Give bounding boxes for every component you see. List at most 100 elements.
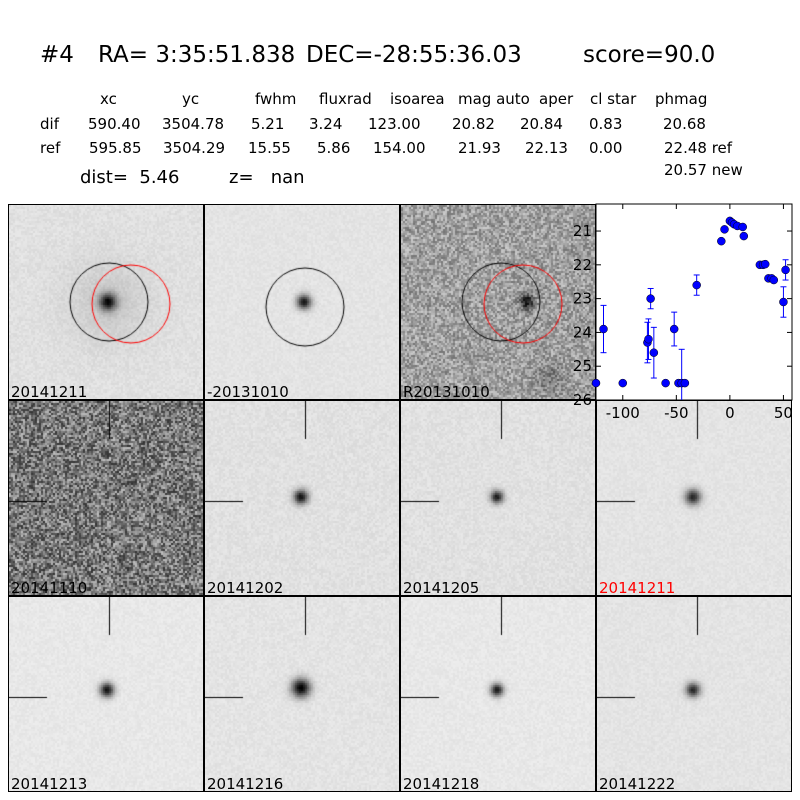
data-point [649,348,659,357]
stamp-image [597,401,791,595]
x-tick-label: 50 [774,404,793,422]
y-tick-label: 26 [573,391,592,409]
column-header: cl star [590,90,637,108]
data-point [646,294,655,303]
table-cell: 3504.29 [163,139,226,157]
data-point [692,280,701,290]
stamp-image [205,205,399,399]
table-cell: 3504.78 [162,115,225,133]
image-stamp: 20141205 [400,400,596,596]
image-stamp: -20131010 [204,204,400,400]
image-stamp: 20141222 [596,596,792,792]
column-header: isoarea [390,90,445,108]
y-tick-label: 23 [573,290,592,308]
table-cell: 15.55 [248,139,291,157]
data-point [779,297,788,307]
table-cell: 20.84 [520,115,563,133]
column-header: aper [539,90,574,108]
image-stamp: 20141211 [596,400,792,596]
candidate-id: #4 [40,42,74,68]
stamp-date-label: 20141205 [403,579,480,596]
row-label: ref [40,139,61,157]
table-cell: 3.24 [309,115,343,133]
column-header: mag auto [458,90,530,108]
table-cell: 20.68 [663,115,706,133]
table-cell: 0.83 [589,115,623,133]
image-stamp: 20141213 [8,596,204,792]
data-point [599,324,608,334]
z-value: z= nan [229,167,305,188]
stamp-image [401,597,595,791]
data-point [591,378,601,388]
image-stamp: 20141218 [400,596,596,792]
stamp-image [401,205,595,399]
column-header: fwhm [255,90,297,108]
stamp-date-label: 20141213 [11,775,88,792]
score-value: score=90.0 [583,42,716,68]
data-point [769,275,779,285]
stamp-date-label: 20141211 [11,383,88,400]
data-point [738,222,747,232]
x-tick-label: -50 [664,404,689,422]
table-cell: 22.48 ref [664,139,733,157]
y-tick-label: 24 [573,323,592,341]
table-cell: 0.00 [589,139,623,157]
table-cell: 590.40 [88,115,141,133]
table-cell: 21.93 [458,139,501,157]
stamp-date-label: 20141216 [207,775,284,792]
stamp-date-label: 20141202 [207,579,284,596]
image-stamp: R20131010 [400,204,596,400]
data-point [618,378,628,388]
image-stamp: 20141216 [204,596,400,792]
image-stamp: 20141110 [8,400,204,596]
x-tick-label: 0 [725,404,735,422]
stamp-image [205,597,399,791]
row-label: dif [40,115,59,133]
y-tick-label: 22 [573,256,592,274]
dist-value: dist= 5.46 [80,167,180,188]
column-header: yc [182,90,200,108]
dec-value: DEC=-28:55:36.03 [306,42,522,68]
data-point [669,324,679,334]
table-cell: 154.00 [373,139,426,157]
stamp-date-label: R20131010 [403,383,490,400]
data-point [680,378,690,388]
data-point [661,378,670,388]
y-tick-label: 21 [573,222,592,240]
phmag-new: 20.57 new [664,161,743,179]
column-header: xc [100,90,117,108]
column-header: fluxrad [319,90,372,108]
y-tick-label: 25 [573,357,592,375]
stamp-image [9,401,203,595]
data-point [720,225,729,234]
stamp-image [9,205,203,399]
image-stamp: 20141202 [204,400,400,596]
data-point [739,231,749,241]
data-point [717,236,726,246]
table-cell: 595.85 [89,139,142,157]
stamp-image [205,401,399,595]
table-cell: 5.21 [251,115,285,133]
column-header: phmag [655,90,708,108]
stamp-date-label: 20141211 [599,579,676,596]
stamp-image [401,401,595,595]
ra-value: RA= 3:35:51.838 [98,42,296,68]
stamp-date-label: -20131010 [207,383,289,400]
stamp-date-label: 20141218 [403,775,480,792]
table-cell: 123.00 [368,115,421,133]
data-point [781,265,790,275]
image-stamp: 20141211 [8,204,204,400]
stamp-date-label: 20141110 [11,579,88,596]
data-point [644,334,653,344]
table-cell: 22.13 [525,139,568,157]
data-point [760,259,770,269]
plot-area [595,203,793,401]
x-tick-label: -100 [606,404,640,422]
stamp-image [597,597,791,791]
table-cell: 5.86 [317,139,351,157]
stamp-date-label: 20141222 [599,775,676,792]
stamp-image [9,597,203,791]
table-cell: 20.82 [452,115,495,133]
